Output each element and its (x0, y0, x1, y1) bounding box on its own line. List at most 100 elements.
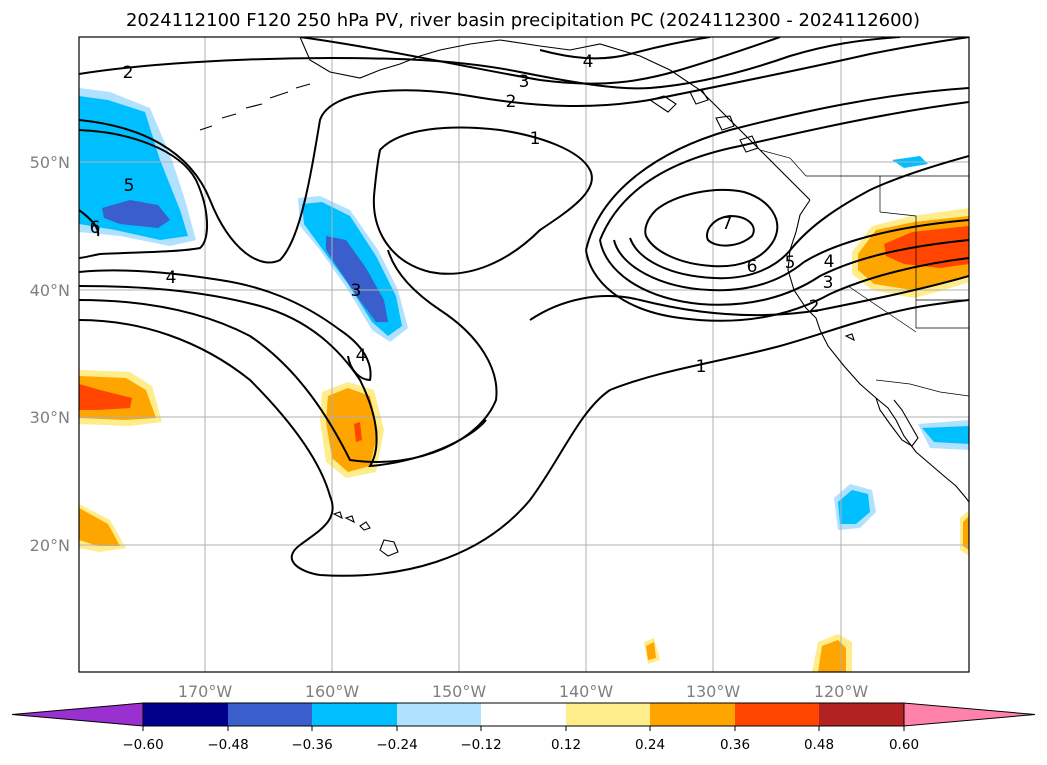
lat-tick-label: 20°N (30, 536, 70, 555)
lon-tick-label: 160°W (305, 682, 360, 701)
contour-outer-east (585, 87, 969, 251)
colorbar-tick-label: 0.36 (720, 737, 750, 753)
lat-tick-label: 30°N (30, 408, 70, 427)
colorbar-tick-label: −0.24 (376, 737, 417, 753)
contour-label: 2 (809, 297, 820, 317)
coast-na-west (787, 199, 969, 503)
pos-region-se-mid (963, 516, 969, 550)
coast-small-island (844, 333, 855, 342)
colorbar-ticks (142, 726, 905, 731)
pos-region-south-a-mid (646, 642, 656, 660)
colorbar-tick-label: −0.60 (122, 737, 163, 753)
coast-alaska (299, 37, 811, 201)
contour-5-west (79, 129, 209, 259)
coast-alaska-islands (648, 89, 759, 153)
coast-baja (875, 397, 919, 447)
colorbar-extend-high (903, 702, 1036, 727)
border-bc-alaska (759, 149, 807, 177)
neg-region-sub-mid (838, 490, 870, 524)
contour-label: 4 (166, 268, 177, 288)
border-us-mexico (875, 379, 969, 397)
graticule (79, 37, 969, 672)
colorbar-segment (819, 703, 904, 726)
contour-2-mid (79, 37, 969, 264)
colorbar-tick-label: 0.12 (551, 737, 581, 753)
contour-5-east (629, 155, 969, 280)
colorbar: −0.60 −0.48 −0.36 −0.24 −0.12 0.12 0.24 … (11, 702, 1036, 753)
pos-region-sw20-mid (79, 508, 120, 546)
pos-region-central-strong (354, 422, 362, 442)
contour-label: 5 (785, 253, 796, 273)
lon-axis: 170°W 160°W 150°W 140°W 130°W 120°W (178, 682, 869, 701)
colorbar-extend-low (11, 702, 144, 727)
border-states (847, 176, 969, 333)
neg-region-mexico-mid (922, 426, 969, 444)
pos-region-w30-strong (79, 384, 132, 410)
contour-2-east (585, 249, 969, 322)
political-borders (759, 149, 969, 397)
contour-label: 4 (824, 252, 835, 272)
coastlines (199, 37, 969, 557)
contour-label: 2 (506, 92, 517, 112)
lon-tick-label: 170°W (178, 682, 233, 701)
colorbar-segment (397, 703, 481, 726)
colorbar-segment (650, 703, 735, 726)
lon-tick-label: 150°W (432, 682, 487, 701)
colorbar-frame (142, 702, 905, 727)
contour-4-top (539, 37, 711, 60)
contour-2-top (79, 37, 901, 90)
colorbar-tick-label: −0.48 (207, 737, 248, 753)
colorbar-segment (228, 703, 312, 726)
colorbar-tick-label: 0.60 (889, 737, 919, 753)
colorbar-segment (312, 703, 397, 726)
lat-tick-label: 50°N (30, 153, 70, 172)
contour-label: 7 (722, 214, 733, 234)
contour-label: 6 (747, 257, 758, 277)
colorbar-tick-label: −0.12 (460, 737, 501, 753)
pos-region-central-mid (326, 388, 378, 472)
contour-label: 1 (530, 129, 541, 149)
contour-labels: 2 3 4 2 1 5 6 4 3 4 7 6 5 4 3 2 1 (90, 52, 835, 377)
contour-label: 5 (124, 176, 135, 196)
contour-1-east (529, 275, 969, 321)
contour-6-east (644, 189, 779, 268)
contour-4-east (613, 219, 969, 292)
map-background (79, 37, 969, 672)
neg-region-nw-strong (102, 200, 170, 228)
contour-label: 3 (351, 281, 362, 301)
map-title: 2024112100 F120 250 hPa PV, river basin … (126, 10, 920, 31)
pv-contours (79, 37, 969, 577)
contour-label: 2 (123, 63, 134, 83)
neg-region-central-strong (326, 236, 388, 322)
pos-region-south-b-mid (818, 640, 846, 672)
contour-outer-east-2 (599, 101, 969, 241)
contour-1-upper (372, 126, 593, 275)
lon-tick-label: 140°W (559, 682, 614, 701)
contour-4-west (79, 269, 372, 382)
contour-1-west (79, 299, 969, 577)
contour-label: 4 (583, 52, 594, 72)
contour-label: 3 (519, 72, 530, 92)
colorbar-segment (143, 703, 228, 726)
contour-7-east (706, 214, 755, 247)
lat-axis: 50°N 40°N 30°N 20°N (30, 153, 70, 555)
coast-aleutians (199, 83, 311, 131)
map-panel: 2 3 4 2 1 5 6 4 3 4 7 6 5 4 3 2 1 (30, 36, 970, 701)
colorbar-segment (566, 703, 650, 726)
colorbar-tick-label: −0.36 (291, 737, 332, 753)
lon-tick-label: 130°W (686, 682, 741, 701)
map-frame (78, 36, 970, 673)
lat-tick-label: 40°N (30, 281, 70, 300)
colorbar-segment (481, 703, 566, 726)
colorbar-tick-label: 0.48 (804, 737, 834, 753)
contour-2-west (79, 249, 498, 463)
contour-label: 6 (90, 218, 101, 238)
contour-3-top (299, 37, 781, 85)
contour-6-west (79, 209, 100, 237)
contour-label: 1 (696, 357, 707, 377)
contour-label: 3 (823, 273, 834, 293)
colorbar-tick-label: 0.24 (635, 737, 665, 753)
colorbar-segment (735, 703, 819, 726)
coast-hawaii (332, 511, 399, 557)
